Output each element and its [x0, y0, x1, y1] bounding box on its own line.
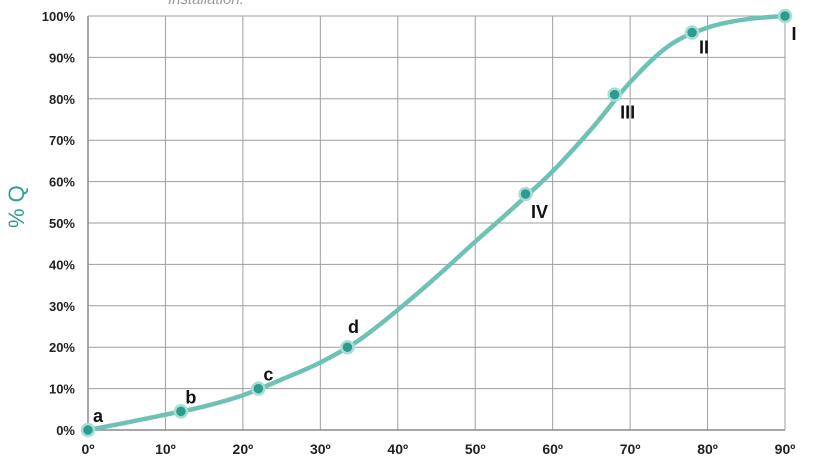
point-marker-b: [173, 404, 189, 419]
y-tick-label: 20%: [49, 340, 75, 355]
y-tick-label: 60%: [49, 175, 75, 190]
point-label-c: c: [263, 365, 273, 385]
y-tick-label: 90%: [49, 50, 75, 65]
x-tick-label: 90º: [775, 441, 796, 457]
point-marker-d: [340, 339, 355, 355]
x-tick-label: 40º: [387, 441, 408, 457]
point-label-b: b: [185, 387, 196, 407]
point-label-iii: III: [620, 103, 635, 123]
point-marker-iv: [518, 186, 533, 202]
x-tick-label: 10º: [155, 441, 176, 457]
x-tick-label: 70º: [620, 441, 641, 457]
point-label-d: d: [348, 317, 359, 337]
x-tick-label: 60º: [542, 441, 563, 457]
x-tick-label: 30º: [310, 441, 331, 457]
y-tick-label: 80%: [49, 92, 75, 107]
y-tick-label: 30%: [49, 299, 75, 314]
x-tick-label: 80º: [697, 441, 718, 457]
series-line: [85, 13, 788, 433]
y-axis-label: % Q: [4, 185, 29, 228]
y-tick-label: 0%: [56, 423, 75, 438]
point-label-iv: IV: [531, 202, 548, 222]
caption-fragment: Installation.: [168, 0, 244, 8]
x-tick-label: 20º: [233, 441, 254, 457]
point-marker-c: [251, 381, 266, 396]
point-marker-a: [80, 422, 96, 438]
point-marker-ii: [684, 25, 700, 40]
point-marker-iii: [607, 87, 622, 102]
x-tick-label: 0º: [82, 441, 95, 457]
y-tick-label: 50%: [49, 216, 75, 231]
point-label-a: a: [93, 406, 104, 426]
y-tick-label: 10%: [49, 382, 75, 397]
point-label-ii: II: [699, 38, 709, 58]
point-marker-i: [777, 8, 793, 24]
y-tick-label: 70%: [49, 133, 75, 148]
y-tick-label: 100%: [42, 9, 76, 24]
x-tick-label: 50º: [465, 441, 486, 457]
y-tick-label: 40%: [49, 257, 75, 272]
point-label-i: I: [791, 24, 796, 44]
